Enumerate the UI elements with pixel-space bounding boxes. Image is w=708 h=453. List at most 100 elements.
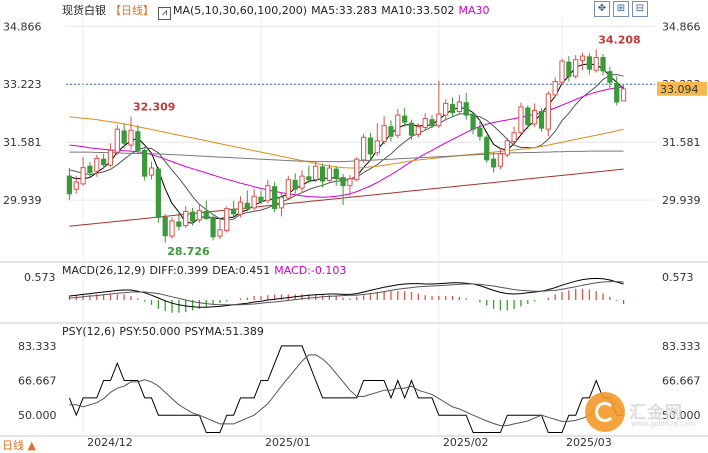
candle-body <box>429 119 435 127</box>
candle-body <box>183 210 189 227</box>
candle-body <box>443 102 449 116</box>
candle-body <box>490 158 497 168</box>
candle-body <box>600 57 606 72</box>
current-price-box <box>657 81 707 96</box>
candle-body <box>579 55 586 61</box>
ma10-value: MA10:33.502 <box>381 4 455 17</box>
macd-panel <box>68 277 625 313</box>
candle-body <box>518 106 524 134</box>
candle-body <box>593 57 599 71</box>
ma-line-ma30 <box>69 86 624 198</box>
candle-body <box>449 103 456 114</box>
ma-line-ma60 <box>69 116 624 169</box>
symbol-name: 现货白银 <box>62 4 106 17</box>
candle-body <box>162 216 168 237</box>
psy-panel <box>68 345 624 433</box>
candle-body <box>155 168 161 218</box>
psy-line <box>68 345 624 433</box>
candle-body <box>408 122 415 136</box>
psy-tick-label-right: 66.667 <box>662 375 701 388</box>
move-icon[interactable]: ✥ <box>594 1 610 17</box>
diff-value: DIFF:0.399 <box>149 264 209 277</box>
candle-body <box>101 158 107 165</box>
candle-body <box>347 178 353 187</box>
candle-body <box>511 132 517 143</box>
candle-body <box>299 175 305 189</box>
time-tick-label: 2025/02 <box>443 436 489 449</box>
candle-body <box>620 88 627 102</box>
price-tick-label-left: 34.866 <box>3 20 42 33</box>
candle-body <box>176 221 182 227</box>
chart-type-icon[interactable]: ⩘ <box>158 7 171 20</box>
candle-body <box>422 118 428 128</box>
period-tab[interactable]: 日线 ▲ <box>2 439 36 452</box>
zoom-out-icon[interactable]: ⊟ <box>632 1 648 17</box>
extreme-price-label: 32.309 <box>133 101 175 114</box>
candle-body <box>340 177 346 187</box>
watermark: 汇金网 www.gold678.com <box>585 392 695 432</box>
candle-body <box>292 179 298 190</box>
time-tick-label: 2025/01 <box>265 436 311 449</box>
candle-body <box>456 101 463 113</box>
candle-body <box>80 167 86 185</box>
extreme-price-label: 28.726 <box>167 245 210 258</box>
price-tick-label-right: 34.866 <box>662 20 701 33</box>
period-label[interactable]: 【日线】 <box>110 4 154 17</box>
kline-legend: 现货白银 【日线】 ⩘ MA(5,10,30,60,100,200) MA5:33.28… <box>62 2 494 20</box>
annotations: 34.208 32.309 28.726 <box>133 33 641 257</box>
grid-lines <box>0 18 708 437</box>
candle-body <box>360 136 367 161</box>
candle-body <box>388 126 394 137</box>
candle-body <box>367 137 374 155</box>
time-tick-label: 2025/03 <box>566 436 612 449</box>
ma5-value: MA5:33.283 <box>311 4 378 17</box>
watermark-url: www.gold678.com <box>631 420 696 428</box>
candle-body <box>107 149 114 166</box>
candle-body <box>142 149 148 177</box>
candle-body <box>470 113 476 130</box>
axes: 34.86634.86633.22333.22331.58131.58129.9… <box>3 20 707 449</box>
candle-body <box>395 114 401 136</box>
candle-body <box>436 113 442 127</box>
candle-body <box>265 185 271 202</box>
psy-tick-label-left: 83.333 <box>18 340 57 353</box>
price-tick-label-right: 29.939 <box>662 194 701 207</box>
zoom-in-icon[interactable]: ⊞ <box>613 1 629 17</box>
candle-body <box>306 176 312 181</box>
psy-label: PSY(12,6) <box>62 325 116 338</box>
chart-toolbar: ✥ ⊞ ⊟ <box>594 1 648 17</box>
candle-body <box>532 109 538 125</box>
candle-body <box>525 107 531 126</box>
price-tick-label-left: 29.939 <box>3 194 42 207</box>
candle-body <box>333 168 339 180</box>
candle-body <box>354 158 360 181</box>
candle-body <box>189 211 196 222</box>
candle-body <box>114 128 120 153</box>
candle-body <box>477 127 483 137</box>
candle-body <box>272 186 278 210</box>
candle-body <box>566 61 572 77</box>
candle-body <box>614 82 620 103</box>
psyma-line <box>69 354 624 427</box>
candle-body <box>381 125 387 143</box>
ma-lines <box>69 63 624 227</box>
candle-body <box>313 165 319 181</box>
dea-value: DEA:0.451 <box>212 264 271 277</box>
ma-line-ma5 <box>69 63 624 224</box>
extreme-price-label: 34.208 <box>598 33 640 46</box>
psy-legend: PSY(12,6) PSY:50.000 PSYMA:51.389 <box>62 325 268 338</box>
candle-body <box>258 196 264 203</box>
candle-body <box>128 129 134 146</box>
candle-body <box>326 167 333 181</box>
price-tick-label-left: 33.223 <box>3 78 42 91</box>
macd-dea-line <box>69 281 624 306</box>
psy-tick-label-left: 50.000 <box>18 409 57 422</box>
psy-tick-label-left: 66.667 <box>18 375 57 388</box>
psyma-value: PSYMA:51.389 <box>184 325 264 338</box>
candle-body <box>196 209 203 221</box>
macd-tick-label-left: 0.573 <box>24 271 56 284</box>
price-tick-label-left: 31.581 <box>3 136 42 149</box>
candle-body <box>573 59 579 77</box>
candle-body <box>504 140 510 156</box>
